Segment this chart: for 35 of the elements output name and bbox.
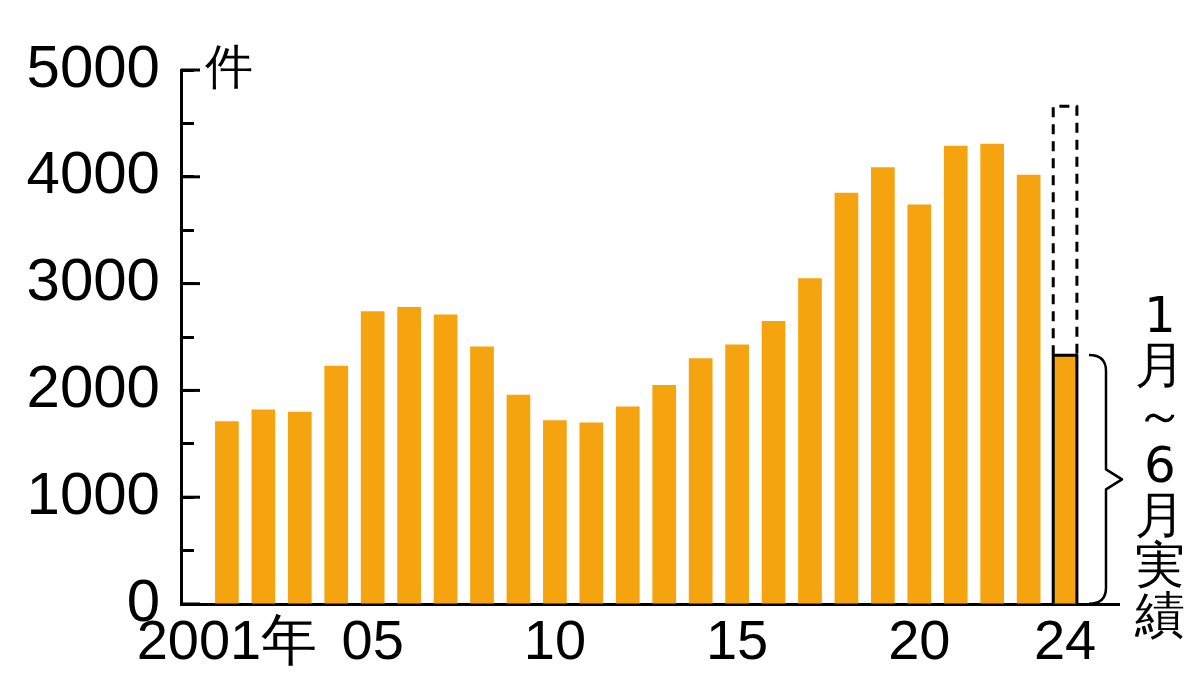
bar bbox=[980, 143, 1005, 604]
bar bbox=[287, 411, 312, 604]
bar bbox=[470, 346, 494, 604]
bar bbox=[506, 394, 531, 604]
bar bbox=[725, 344, 749, 604]
annotation: 1月～6月実績 bbox=[1134, 286, 1185, 645]
bar bbox=[907, 204, 932, 604]
x-tick-label: 10 bbox=[523, 608, 587, 672]
x-tick-label: 15 bbox=[705, 608, 769, 672]
bar bbox=[834, 192, 859, 604]
bar bbox=[215, 421, 239, 604]
bar bbox=[943, 145, 968, 604]
x-tick-label: 05 bbox=[341, 608, 404, 672]
bar bbox=[871, 167, 895, 604]
bar bbox=[688, 358, 713, 604]
bar bbox=[761, 320, 786, 604]
y-axis-title: 件 bbox=[205, 40, 253, 94]
bar bbox=[579, 422, 604, 604]
bar bbox=[1016, 174, 1041, 604]
bar bbox=[798, 278, 822, 604]
y-tick-label: 2000 bbox=[26, 352, 160, 420]
bar bbox=[251, 409, 276, 604]
bar bbox=[397, 307, 421, 604]
bar bbox=[615, 406, 640, 604]
bar bbox=[360, 311, 385, 604]
bar bbox=[652, 385, 677, 604]
y-tick-label: 4000 bbox=[26, 139, 160, 207]
bar bbox=[433, 314, 458, 604]
bar bbox=[324, 365, 349, 604]
y-tick-label: 3000 bbox=[26, 246, 160, 314]
bar bbox=[543, 420, 567, 604]
y-tick-label: 5000 bbox=[26, 32, 160, 100]
x-tick-label: 20 bbox=[888, 608, 951, 672]
x-tick-label: 24 bbox=[1033, 608, 1097, 672]
y-tick-label: 1000 bbox=[26, 459, 160, 527]
